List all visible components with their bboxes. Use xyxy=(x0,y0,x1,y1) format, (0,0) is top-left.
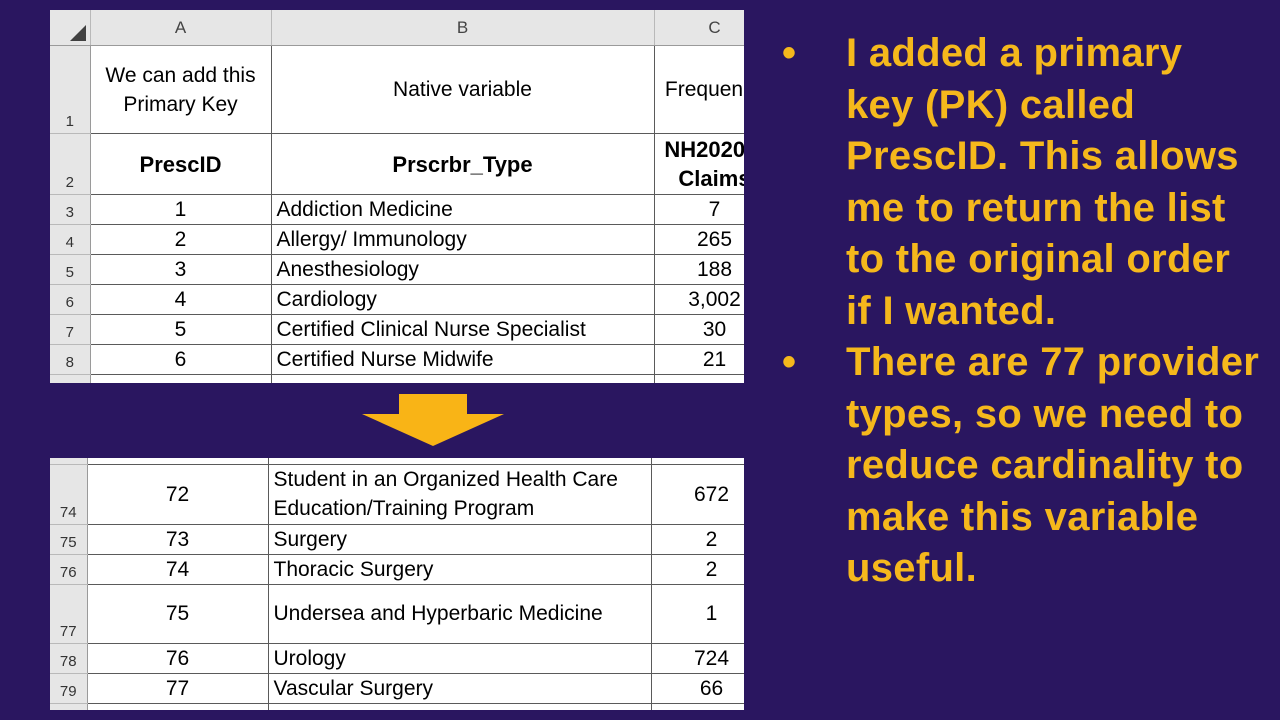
cell-type[interactable]: Cardiology xyxy=(271,284,655,315)
cell-type[interactable]: Addiction Medicine xyxy=(271,194,655,225)
cell-claims[interactable]: 30 xyxy=(654,314,744,345)
select-all-corner[interactable] xyxy=(50,10,91,46)
column-header-c[interactable]: C xyxy=(654,10,744,46)
bullet-item-cardinality: • There are 77 provider types, so we nee… xyxy=(780,337,1260,595)
row-header[interactable]: 77 xyxy=(50,584,88,644)
cell-type[interactable]: Student in an Organized Health Care Educ… xyxy=(268,464,652,525)
cell-type[interactable]: Urology xyxy=(268,643,652,674)
bullet-item-primary-key: • I added a primary key (PK) called Pres… xyxy=(780,28,1260,337)
cell-type[interactable]: Surgery xyxy=(268,524,652,555)
cell-id[interactable]: 3 xyxy=(90,254,272,285)
bullet-dot: • xyxy=(782,31,797,75)
bullet-text: I added a primary key (PK) called PrescI… xyxy=(846,31,1239,333)
cell-claims[interactable]: 724 xyxy=(651,643,744,674)
spreadsheet-bottom: 74 72 Student in an Organized Health Car… xyxy=(50,458,744,710)
down-arrow-icon xyxy=(362,394,504,446)
row-header[interactable]: 4 xyxy=(50,224,91,255)
cell-claims[interactable]: 2 xyxy=(651,524,744,555)
cell-id[interactable]: 2 xyxy=(90,224,272,255)
cell-type[interactable]: Thoracic Surgery xyxy=(268,554,652,585)
bullet-text: There are 77 provider types, so we need … xyxy=(846,340,1260,590)
cell-id[interactable]: 74 xyxy=(87,554,269,585)
cell-prscrbr-type-header[interactable]: Prscrbr_Type xyxy=(271,133,655,195)
row-header[interactable]: 2 xyxy=(50,133,91,195)
cell-prescid-header[interactable]: PrescID xyxy=(90,133,272,195)
cell-primary-key-note[interactable]: We can add this Primary Key xyxy=(90,45,272,134)
cell-id[interactable]: 6 xyxy=(90,344,272,375)
cell-id[interactable]: 72 xyxy=(87,464,269,525)
row-header[interactable]: 1 xyxy=(50,45,91,134)
row-header[interactable]: 7 xyxy=(50,314,91,345)
cell-claims[interactable]: 2 xyxy=(651,554,744,585)
cell-native-variable[interactable]: Native variable xyxy=(271,45,655,134)
cell-type[interactable]: Certified Nurse Midwife xyxy=(271,344,655,375)
cell-type[interactable]: Vascular Surgery xyxy=(268,673,652,704)
column-header-a[interactable]: A xyxy=(90,10,272,46)
column-header-b[interactable]: B xyxy=(271,10,655,46)
cell-claims[interactable]: 188 xyxy=(654,254,744,285)
cell-claims[interactable]: 672 xyxy=(651,464,744,525)
cell-type[interactable]: Allergy/ Immunology xyxy=(271,224,655,255)
cell-id[interactable]: 75 xyxy=(87,584,269,644)
cell-claims[interactable]: 265 xyxy=(654,224,744,255)
row-header[interactable]: 8 xyxy=(50,344,91,375)
row-header[interactable]: 78 xyxy=(50,643,88,674)
cell-id[interactable]: 73 xyxy=(87,524,269,555)
cell-frequency[interactable]: Frequency xyxy=(654,45,744,134)
row-header[interactable]: 5 xyxy=(50,254,91,285)
bullet-dot: • xyxy=(782,340,797,384)
row-header[interactable]: 6 xyxy=(50,284,91,315)
cell-claims[interactable]: 3,002 xyxy=(654,284,744,315)
cell-claims[interactable]: 21 xyxy=(654,344,744,375)
cell-id[interactable]: 1 xyxy=(90,194,272,225)
cell-claims[interactable]: 66 xyxy=(651,673,744,704)
row-header[interactable]: 74 xyxy=(50,464,88,525)
bullet-list: • I added a primary key (PK) called Pres… xyxy=(780,28,1260,595)
cell-id[interactable]: 77 xyxy=(87,673,269,704)
cell-type[interactable]: Undersea and Hyperbaric Medicine xyxy=(268,584,652,644)
spreadsheet-top: A B C 1 We can add this Primary Key Nati… xyxy=(50,10,744,383)
cell-type[interactable]: Certified Clinical Nurse Specialist xyxy=(271,314,655,345)
row-header[interactable]: 79 xyxy=(50,673,88,704)
cell-claims[interactable]: 1 xyxy=(651,584,744,644)
cell-claims-header[interactable]: NH2020 n Claims xyxy=(654,133,744,195)
cell-id[interactable]: 5 xyxy=(90,314,272,345)
cell-type[interactable]: Anesthesiology xyxy=(271,254,655,285)
cell-id[interactable]: 4 xyxy=(90,284,272,315)
row-header[interactable]: 76 xyxy=(50,554,88,585)
cell-id[interactable]: 76 xyxy=(87,643,269,674)
select-all-triangle-icon xyxy=(69,25,86,41)
row-header[interactable]: 75 xyxy=(50,524,88,555)
cell-claims[interactable]: 7 xyxy=(654,194,744,225)
row-header[interactable]: 3 xyxy=(50,194,91,225)
